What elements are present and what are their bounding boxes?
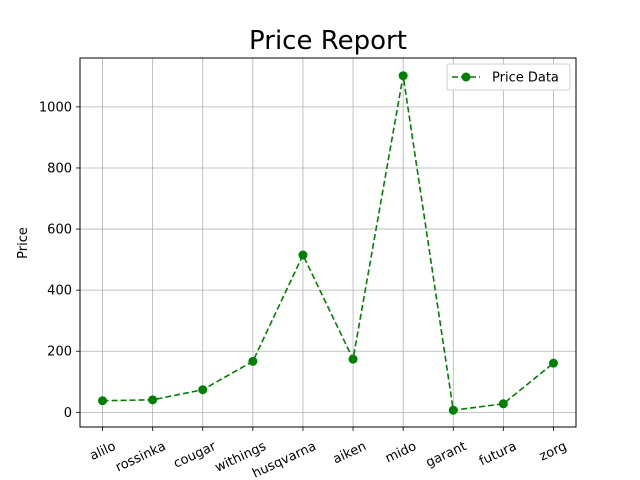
data-point bbox=[448, 405, 458, 415]
legend-label: Price Data bbox=[492, 71, 559, 86]
data-point bbox=[548, 358, 558, 368]
series bbox=[98, 71, 558, 415]
y-tick-label: 200 bbox=[47, 345, 72, 360]
data-point bbox=[298, 250, 308, 260]
legend: Price Data bbox=[446, 63, 571, 91]
grid bbox=[80, 58, 576, 427]
data-point bbox=[348, 354, 358, 364]
x-tick-label: futura bbox=[477, 439, 519, 469]
x-tick-label: aiken bbox=[331, 439, 369, 467]
x-tick-label: cougar bbox=[171, 439, 219, 472]
y-axis-label: Price bbox=[16, 227, 31, 259]
y-tick-label: 800 bbox=[47, 161, 72, 176]
x-tick-label: rossinka bbox=[113, 439, 168, 475]
plot-frame bbox=[79, 57, 577, 428]
data-point bbox=[198, 385, 208, 395]
chart-title: Price Report bbox=[249, 26, 407, 56]
y-tick-label: 600 bbox=[47, 223, 72, 238]
x-tick-label: alilo bbox=[88, 439, 119, 464]
series-line bbox=[102, 75, 554, 412]
y-tick-label: 400 bbox=[47, 284, 72, 299]
legend-marker bbox=[461, 72, 471, 82]
data-point bbox=[248, 356, 258, 366]
y-tick-label: 1000 bbox=[39, 100, 72, 115]
legend-box bbox=[446, 63, 571, 91]
data-point bbox=[98, 396, 108, 406]
y-tick-label: 0 bbox=[64, 406, 72, 421]
data-point bbox=[498, 399, 508, 409]
x-tick-label: zorg bbox=[537, 439, 569, 464]
data-point bbox=[398, 71, 408, 81]
x-tick-label: mido bbox=[383, 439, 419, 466]
data-point bbox=[148, 395, 158, 405]
x-tick-label: garant bbox=[424, 439, 469, 471]
